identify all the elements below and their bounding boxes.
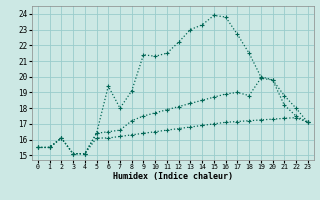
X-axis label: Humidex (Indice chaleur): Humidex (Indice chaleur) [113, 172, 233, 181]
